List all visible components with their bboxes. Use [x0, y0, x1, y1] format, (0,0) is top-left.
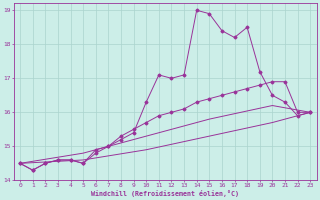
- X-axis label: Windchill (Refroidissement éolien,°C): Windchill (Refroidissement éolien,°C): [91, 190, 239, 197]
